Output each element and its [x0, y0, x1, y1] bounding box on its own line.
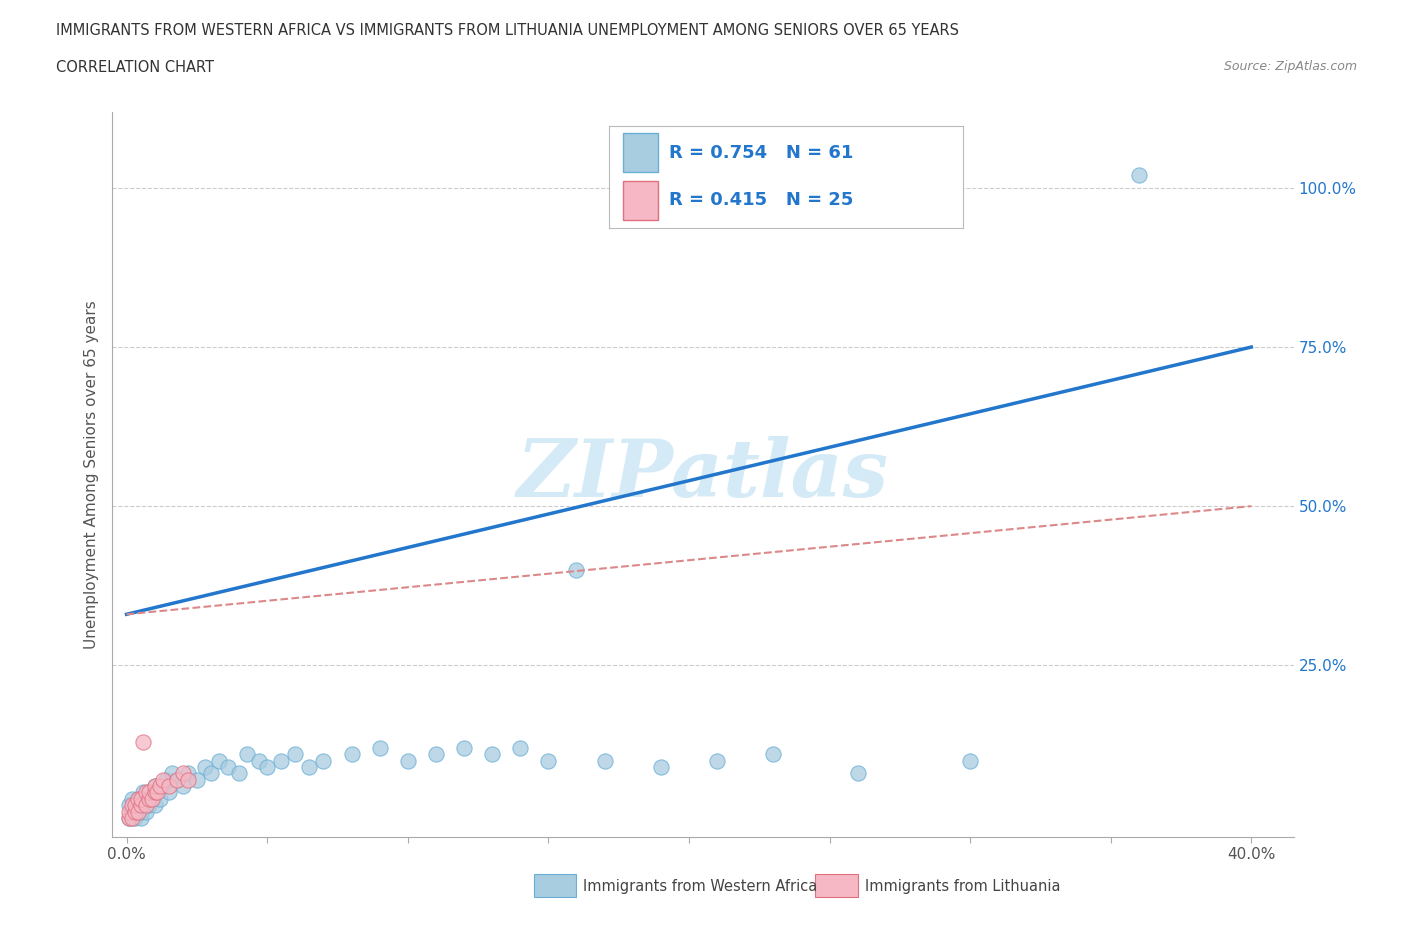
Point	[129, 798, 152, 813]
Point	[127, 804, 149, 819]
Point	[118, 804, 141, 819]
Point	[127, 791, 149, 806]
Point	[565, 563, 588, 578]
Point	[143, 798, 166, 813]
Point	[284, 747, 307, 762]
Point	[138, 785, 160, 800]
Point	[124, 804, 146, 819]
Point	[149, 778, 172, 793]
Point	[593, 753, 616, 768]
Point	[143, 778, 166, 793]
Point	[152, 772, 174, 787]
Point	[143, 785, 166, 800]
Point	[143, 778, 166, 793]
Point	[141, 791, 163, 806]
Text: ZIPatlas: ZIPatlas	[517, 435, 889, 513]
Point	[124, 804, 146, 819]
Point	[166, 772, 188, 787]
Point	[152, 778, 174, 793]
Point	[706, 753, 728, 768]
Point	[200, 766, 222, 781]
Point	[340, 747, 363, 762]
Point	[270, 753, 292, 768]
Point	[146, 785, 169, 800]
Point	[194, 760, 217, 775]
Point	[146, 785, 169, 800]
Text: Source: ZipAtlas.com: Source: ZipAtlas.com	[1223, 60, 1357, 73]
Point	[124, 798, 146, 813]
Point	[228, 766, 250, 781]
Point	[127, 791, 149, 806]
Point	[135, 785, 157, 800]
Point	[118, 810, 141, 825]
Point	[959, 753, 981, 768]
Point	[118, 798, 141, 813]
Point	[396, 753, 419, 768]
Text: Immigrants from Lithuania: Immigrants from Lithuania	[865, 879, 1060, 894]
Point	[124, 798, 146, 813]
Point	[537, 753, 560, 768]
Point	[208, 753, 231, 768]
Point	[129, 804, 152, 819]
Point	[129, 791, 152, 806]
Point	[155, 772, 177, 787]
Point	[141, 791, 163, 806]
Point	[217, 760, 239, 775]
Point	[132, 785, 155, 800]
Point	[138, 798, 160, 813]
Point	[186, 772, 208, 787]
Point	[118, 810, 141, 825]
Point	[650, 760, 672, 775]
Point	[121, 798, 143, 813]
Point	[135, 791, 157, 806]
Point	[127, 798, 149, 813]
Point	[132, 798, 155, 813]
Point	[172, 766, 194, 781]
Point	[177, 766, 200, 781]
Point	[121, 804, 143, 819]
Text: IMMIGRANTS FROM WESTERN AFRICA VS IMMIGRANTS FROM LITHUANIA UNEMPLOYMENT AMONG S: IMMIGRANTS FROM WESTERN AFRICA VS IMMIGR…	[56, 23, 959, 38]
Point	[138, 785, 160, 800]
Point	[124, 810, 146, 825]
Point	[236, 747, 259, 762]
Point	[135, 798, 157, 813]
Text: Immigrants from Western Africa: Immigrants from Western Africa	[583, 879, 818, 894]
Point	[121, 810, 143, 825]
Point	[132, 734, 155, 749]
Point	[127, 804, 149, 819]
Point	[312, 753, 335, 768]
Point	[172, 778, 194, 793]
Point	[846, 766, 869, 781]
Point	[425, 747, 447, 762]
Point	[157, 778, 180, 793]
Point	[762, 747, 785, 762]
Point	[138, 791, 160, 806]
Point	[368, 740, 391, 755]
Point	[453, 740, 475, 755]
Point	[149, 791, 172, 806]
Point	[129, 791, 152, 806]
Point	[509, 740, 531, 755]
Point	[1128, 167, 1150, 182]
Point	[129, 810, 152, 825]
Point	[298, 760, 321, 775]
Text: CORRELATION CHART: CORRELATION CHART	[56, 60, 214, 75]
Point	[157, 785, 180, 800]
Point	[481, 747, 503, 762]
Y-axis label: Unemployment Among Seniors over 65 years: Unemployment Among Seniors over 65 years	[83, 300, 98, 649]
Point	[121, 791, 143, 806]
Point	[166, 772, 188, 787]
Point	[247, 753, 270, 768]
Point	[256, 760, 278, 775]
Point	[121, 810, 143, 825]
Point	[135, 804, 157, 819]
Point	[177, 772, 200, 787]
Point	[160, 766, 183, 781]
